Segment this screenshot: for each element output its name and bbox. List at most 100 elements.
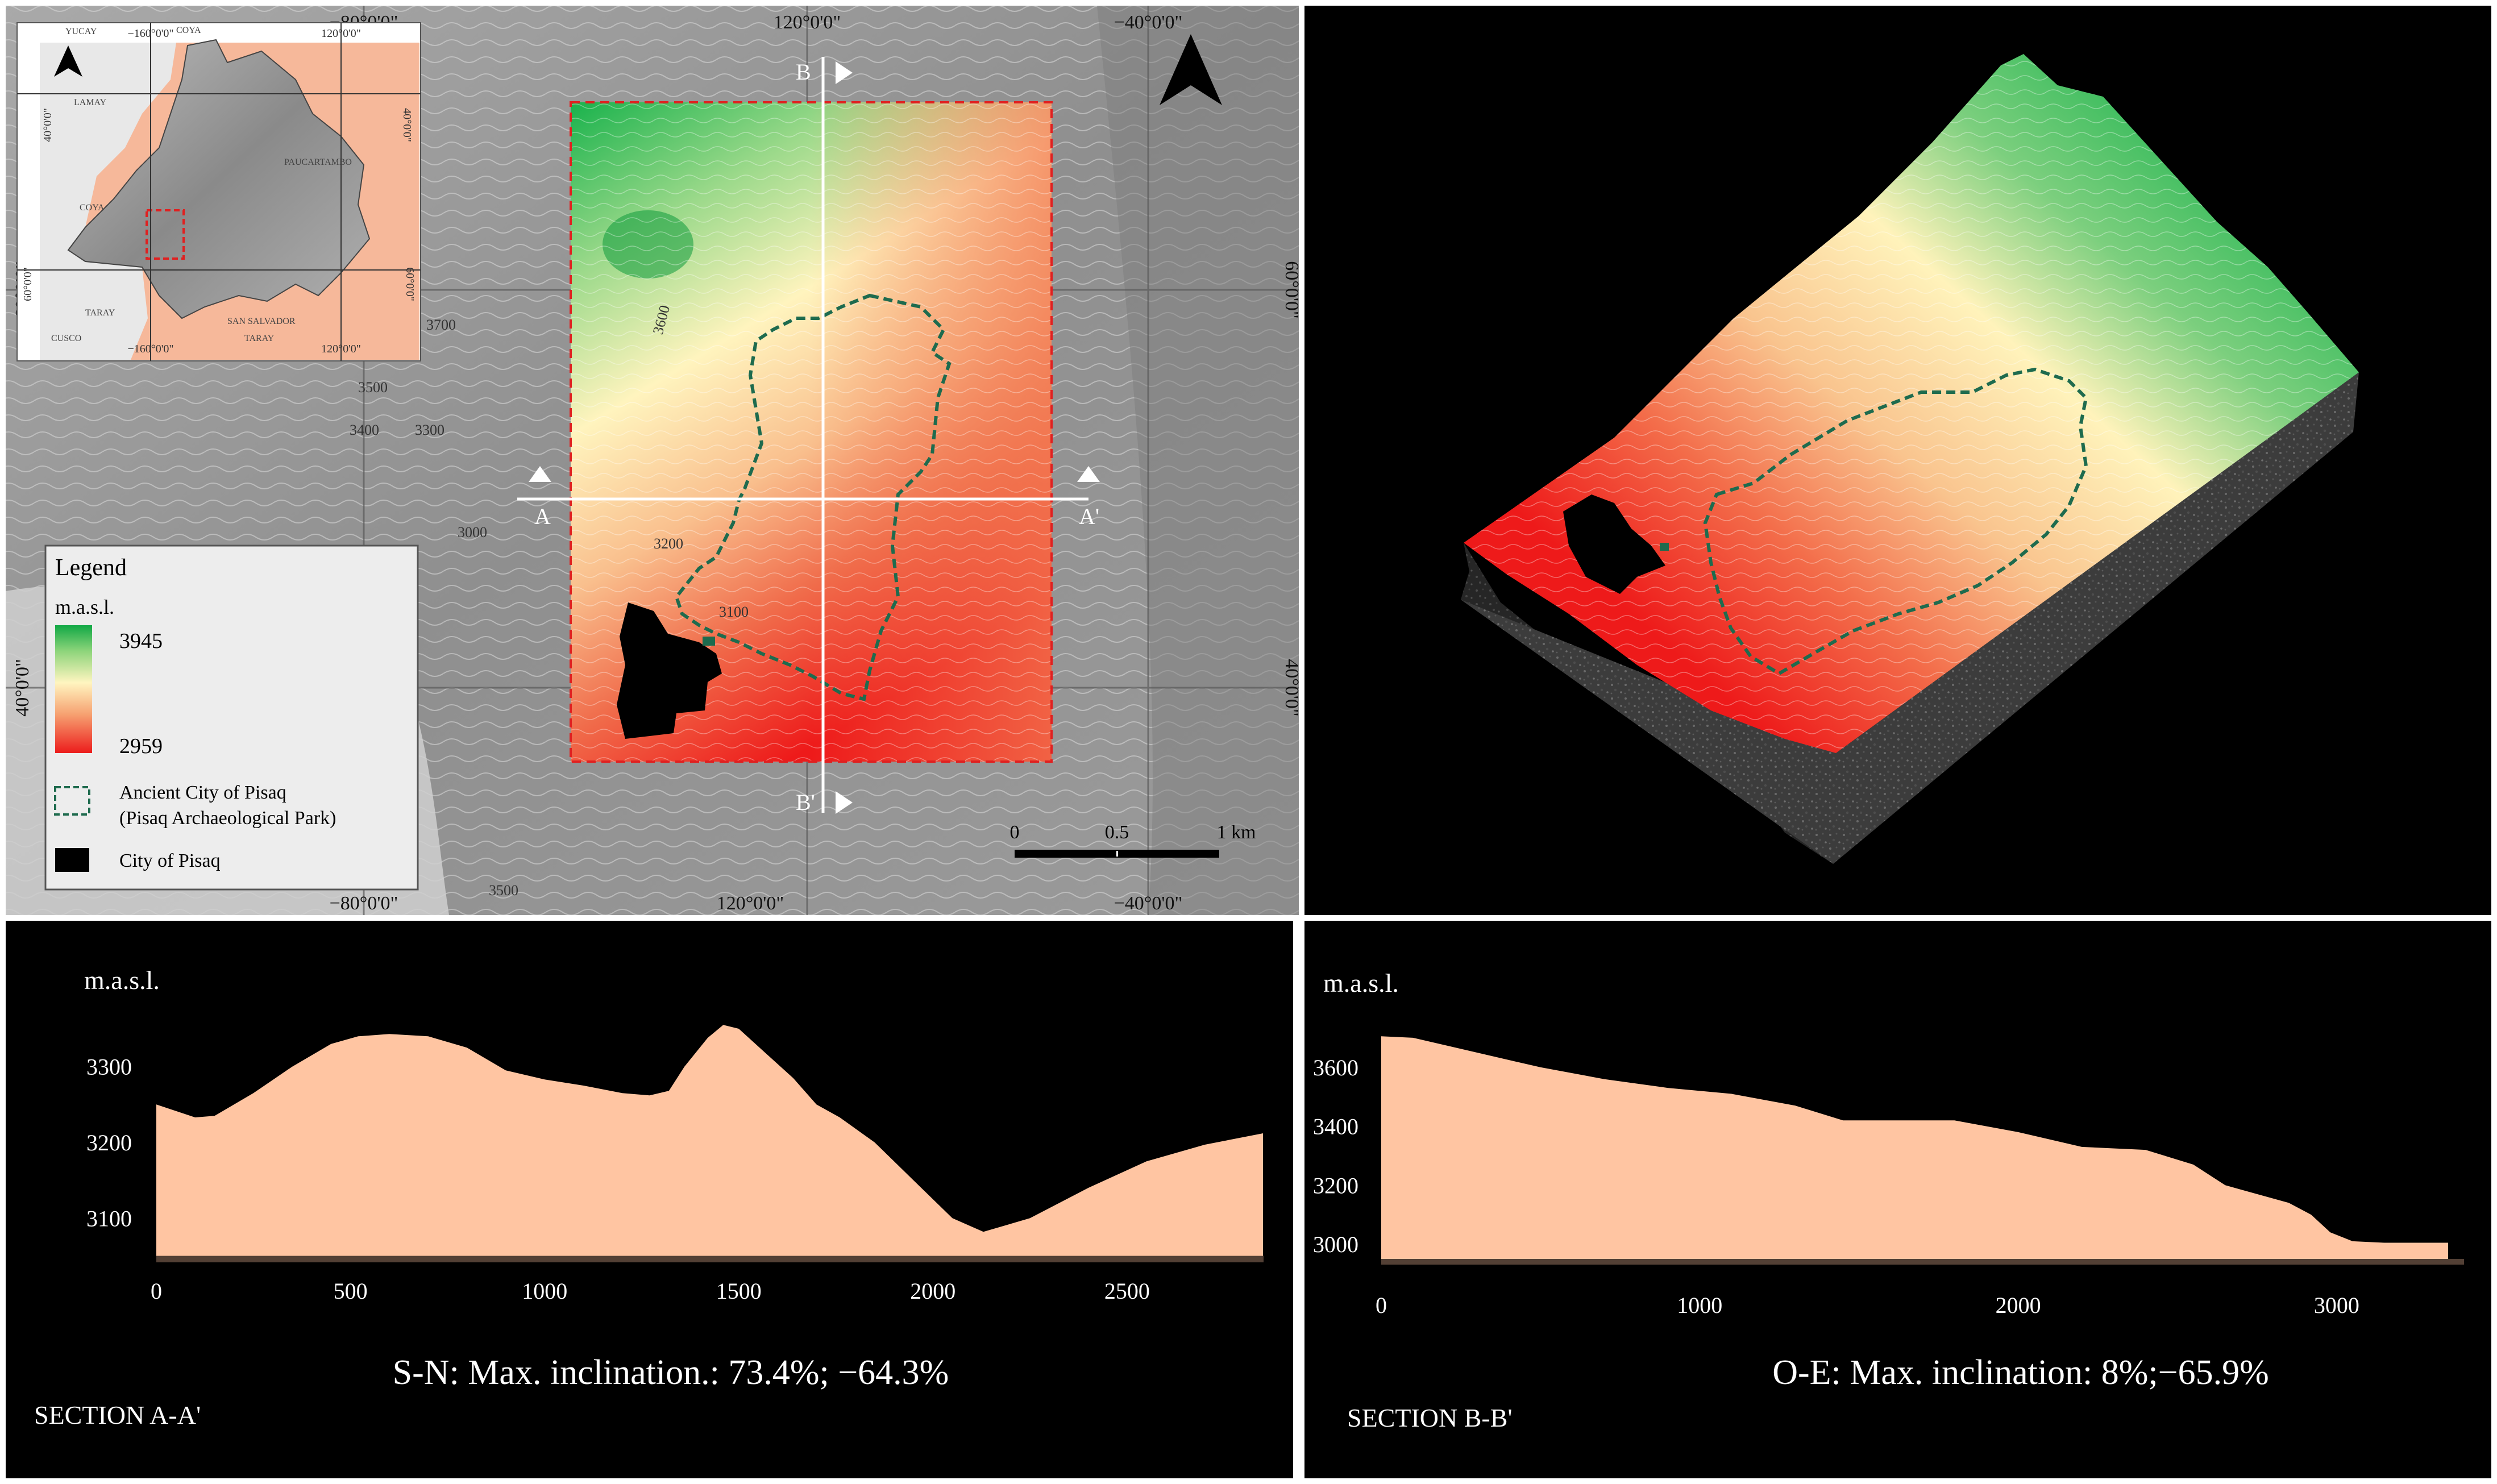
locator-inset: −160°0'0" 120°0'0" −160°0'0" 120°0'0" 40…	[16, 22, 421, 361]
section-lines: A A' B B'	[517, 57, 1100, 815]
terrain-ancient-city-boundary	[1703, 367, 2088, 676]
terrain-contours	[1464, 54, 2359, 753]
contour-label: 3100	[719, 604, 749, 620]
inset-coord-left-b: 60°0'0"	[22, 267, 34, 301]
coord-top-mid: 120°0'0"	[774, 12, 841, 33]
section-a-marker-icon	[529, 466, 551, 482]
legend-ancient-city-symbol	[54, 786, 90, 816]
inset-neighbor-area	[40, 43, 176, 360]
coord-left-lower: 40°0'0"	[12, 659, 33, 717]
section-b-xtick: 2000	[1996, 1292, 2041, 1318]
legend-max-value: 3945	[119, 629, 163, 653]
inset-place-names: YUCAY COYA LAMAY PAUCARTAMBO COYA TARAY …	[51, 26, 352, 343]
inset-north-arrow-icon	[54, 45, 82, 77]
coord-right-lower: 40°0'0"	[1281, 659, 1302, 717]
section-a-xtick: 1500	[716, 1278, 762, 1304]
scale-segment	[1117, 850, 1219, 858]
section-a-prime-marker-icon	[1077, 466, 1100, 482]
section-b-marker-icon	[836, 61, 853, 84]
block-side-face	[1461, 372, 2359, 864]
section-label-a: A	[534, 504, 551, 529]
inset-coord-right-b: 60°0'0"	[404, 267, 416, 301]
section-a-y-axis: 3100 3200 3300	[86, 1054, 132, 1232]
section-b-inclination: O-E: Max. inclination: 8%;−65.9%	[1772, 1353, 2269, 1392]
panel-divider-horizontal	[6, 915, 2491, 921]
contour-labels: 3600 3200 3100 3700 3500 3400 3300 3000 …	[350, 304, 749, 899]
section-b-title: SECTION B-B'	[1347, 1403, 1513, 1432]
inset-grid	[17, 23, 421, 361]
section-b-ylabel: m.a.s.l.	[1323, 968, 1399, 997]
section-b-y-axis: 3000 3200 3400 3600	[1313, 1055, 1358, 1257]
contour-label: 3400	[350, 422, 379, 438]
scale-divider	[1116, 851, 1118, 857]
city-of-pisaq-area	[617, 602, 722, 739]
section-a-inclination: S-N: Max. inclination.: 73.4%; −64.3%	[393, 1353, 949, 1392]
inset-study-area	[146, 209, 185, 260]
inset-coord-right-a: 40°0'0"	[401, 108, 413, 142]
section-b-prime-marker-icon	[836, 791, 853, 814]
section-b-xtick: 3000	[2314, 1292, 2359, 1318]
ancient-city-boundary	[674, 293, 952, 701]
section-b-profile-area	[1381, 1036, 2448, 1259]
legend-city-symbol	[55, 848, 89, 872]
map-panel: A A' B B' 3600 3200 3100 3700 3500 3400 …	[6, 6, 1302, 915]
section-a-panel: m.a.s.l. 3100 3200 3300 0 500 1000 1500 …	[6, 921, 1293, 1478]
section-b-ytick: 3200	[1313, 1173, 1358, 1198]
coord-top-right: −40°0'0"	[1114, 12, 1183, 33]
inset-place: COYA	[176, 26, 201, 35]
inset-place: LAMAY	[74, 98, 107, 107]
section-a-title: SECTION A-A'	[34, 1400, 201, 1429]
section-label-b-prime: B'	[796, 789, 815, 815]
terrain-city-of-pisaq	[1563, 494, 1665, 594]
legend-min-value: 2959	[119, 734, 163, 758]
section-a-ytick: 3100	[86, 1206, 132, 1231]
contour-label: 3500	[489, 882, 518, 899]
section-b-ytick: 3400	[1313, 1114, 1358, 1140]
inset-place: TARAY	[244, 334, 275, 343]
north-arrow-icon	[1160, 34, 1222, 105]
inset-district-dem	[67, 39, 371, 319]
section-a-xtick: 2500	[1104, 1278, 1150, 1304]
section-a-ytick: 3200	[86, 1130, 132, 1155]
section-b-panel: m.a.s.l. 3000 3200 3400 3600 0 1000 2000…	[1304, 921, 2491, 1478]
section-b-x-axis: 0 1000 2000 3000	[1376, 1292, 2359, 1318]
inset-coord-top-b: 120°0'0"	[321, 27, 361, 40]
legend-city-label: City of Pisaq	[119, 850, 221, 871]
contour-label: 3700	[426, 317, 456, 333]
terrain-3d-panel	[1304, 6, 2491, 915]
terrain-park-marker	[1660, 543, 1669, 551]
scale-label-km: 1 km	[1217, 822, 1256, 843]
scale-bar: 0 0.5 1 km	[1010, 822, 1256, 858]
section-a-xtick: 0	[151, 1278, 162, 1304]
inset-coord-left-a: 40°0'0"	[41, 108, 54, 142]
section-a-profile-area	[156, 1025, 1263, 1256]
legend: Legend m.a.s.l. 3945 2959 Ancient City o…	[44, 544, 419, 891]
inset-place: CUSCO	[51, 334, 81, 343]
section-a-ytick: 3300	[86, 1054, 132, 1080]
panel-divider-vertical	[1299, 6, 1304, 1478]
section-b-baseline	[1381, 1259, 2464, 1265]
scale-segment	[1015, 850, 1117, 858]
legend-ancient-city-sublabel: (Pisaq Archaeological Park)	[119, 808, 336, 829]
legend-unit: m.a.s.l.	[55, 596, 114, 618]
section-label-b: B	[796, 59, 811, 85]
section-a-xtick: 500	[334, 1278, 368, 1304]
park-entrance-marker	[703, 637, 715, 646]
section-a-xtick: 2000	[910, 1278, 955, 1304]
legend-color-ramp	[55, 625, 92, 753]
inset-place: PAUCARTAMBO	[284, 157, 352, 167]
contour-label: 3300	[415, 422, 444, 438]
contour-label: 3500	[358, 379, 388, 396]
inset-coord-bottom-b: 120°0'0"	[321, 343, 361, 355]
coord-right-upper: 60°0'0"	[1281, 261, 1302, 319]
inset-place: SAN SALVADOR	[227, 317, 296, 326]
scale-label-0: 0	[1010, 822, 1020, 843]
legend-ancient-city-label: Ancient City of Pisaq	[119, 782, 286, 803]
scale-label-half: 0.5	[1105, 822, 1129, 843]
inset-place: YUCAY	[65, 27, 97, 36]
section-b-xtick: 0	[1376, 1292, 1387, 1318]
section-b-ytick: 3000	[1313, 1232, 1358, 1257]
contour-label: 3200	[654, 535, 683, 552]
section-b-xtick: 1000	[1677, 1292, 1722, 1318]
